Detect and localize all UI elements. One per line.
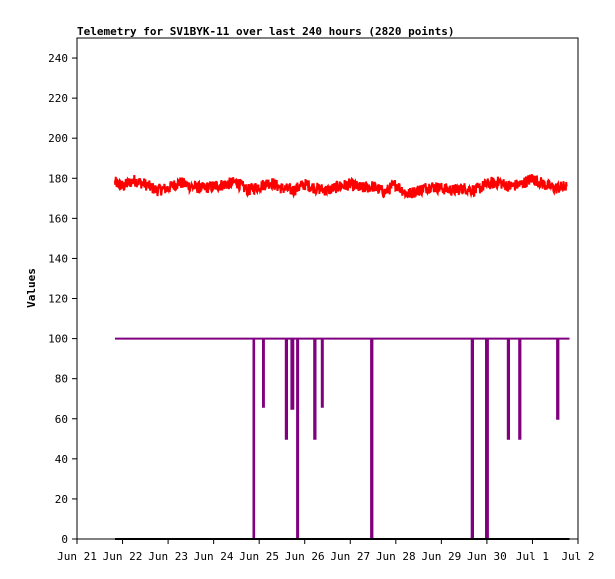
y-tick-label: 240 <box>48 52 68 65</box>
y-tick-label: 220 <box>48 92 68 105</box>
x-tick-label: Jun 25 <box>239 550 279 563</box>
plot-frame <box>76 37 579 540</box>
x-tick-label: Jun 26 <box>285 550 325 563</box>
y-tick-label: 80 <box>55 373 68 386</box>
x-tick-label: Jun 21 <box>57 550 97 563</box>
chart-title: Telemetry for SV1BYK-11 over last 240 ho… <box>77 25 455 38</box>
y-tick-label: 0 <box>61 533 68 546</box>
y-tick-label: 20 <box>55 493 68 506</box>
x-tick-label: Jun 30 <box>467 550 507 563</box>
y-axis: 0 20 40 60 80 100 120 140 160 180 200 220 240 <box>48 52 77 546</box>
y-axis-label: Values <box>25 268 38 308</box>
y-tick-label: 100 <box>48 333 68 346</box>
y-tick-label: 200 <box>48 132 68 145</box>
y-tick-label: 60 <box>55 413 68 426</box>
x-tick-label: Jun 22 <box>103 550 143 563</box>
series-layer <box>114 174 570 540</box>
x-tick-label: Jun 28 <box>376 550 416 563</box>
y-tick-label: 120 <box>48 293 68 306</box>
x-tick-label: Jun 27 <box>330 550 370 563</box>
x-tick-label: Jun 23 <box>148 550 188 563</box>
y-tick-label: 160 <box>48 212 68 225</box>
x-tick-label: Jul 2 <box>561 550 594 563</box>
series-line <box>114 174 568 200</box>
y-tick-label: 180 <box>48 172 68 185</box>
x-tick-label: Jul 1 <box>516 550 549 563</box>
x-tick-label: Jun 24 <box>194 550 234 563</box>
series-line <box>115 337 570 540</box>
x-tick-label: Jun 29 <box>421 550 461 563</box>
x-axis: Jun 21 Jun 22 Jun 23 Jun 24 Jun 25 Jun 26 Jun … <box>57 539 595 563</box>
y-tick-label: 140 <box>48 252 68 265</box>
y-tick-label: 40 <box>55 453 68 466</box>
